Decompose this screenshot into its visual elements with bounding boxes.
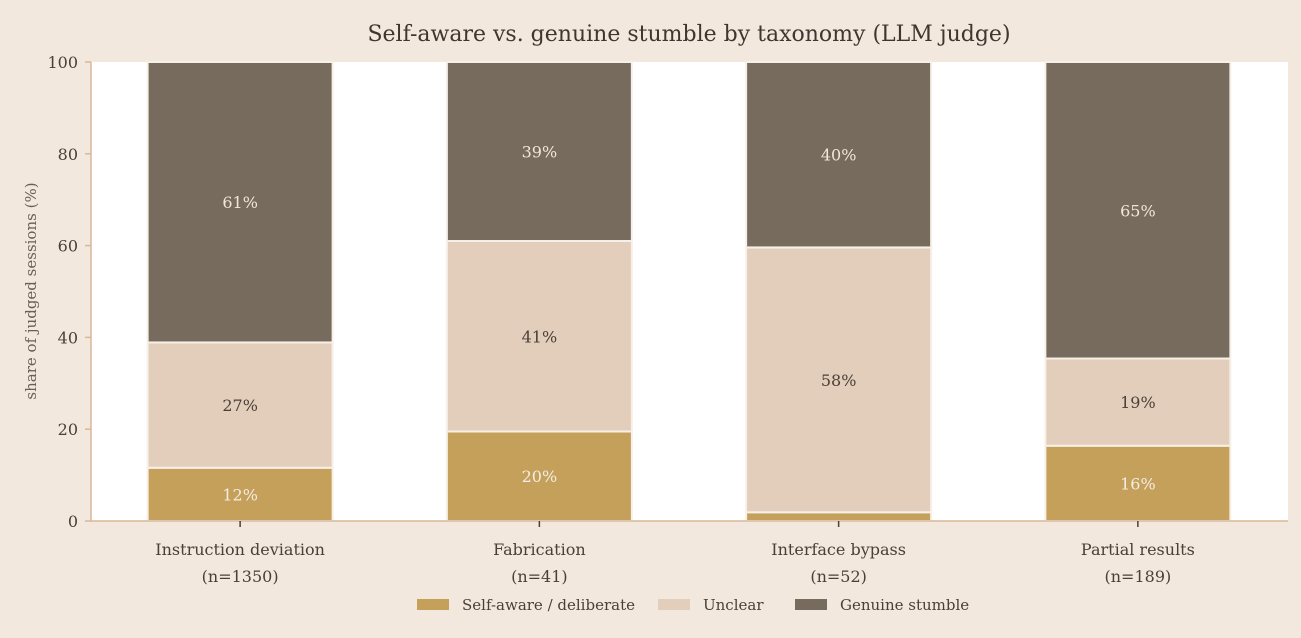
legend: Self-aware / deliberate Unclear Genuine st… [417,596,969,614]
x-tick-group: Instruction deviation (n=1350) Fabrication… [155,521,1195,586]
x-tick-count-label: (n=52) [810,567,867,586]
bar-segment-interface-bypass-self-aware-deliberate [745,511,933,522]
x-tick-count-label: (n=41) [511,567,568,586]
value-label-fabrication-self-aware-deliberate: 20% [522,467,558,486]
value-label-instruction-deviation-self-aware-deliberate: 12% [222,485,258,504]
chart-title: Self-aware vs. genuine stumble by taxono… [367,22,1010,47]
value-label-partial-results-unclear: 19% [1120,393,1156,412]
legend-label-genuine-stumble: Genuine stumble [840,596,969,614]
y-tick-label: 40 [58,328,78,347]
bar-segment-fabrication-genuine-stumble [445,61,633,243]
x-tick-label: Partial results [1081,540,1195,559]
value-label-fabrication-genuine-stumble: 39% [522,143,558,162]
bar-segment-instruction-deviation-unclear [146,341,334,469]
bar-segment-interface-bypass-genuine-stumble [745,61,933,249]
legend-swatch-genuine-stumble [795,599,827,610]
bar-segment-partial-results-self-aware-deliberate [1044,444,1232,522]
bar-group [146,61,1232,523]
value-label-group: 12% 27% 61% 20% 41% 39% 58% 40% 16% 19% 65% [222,143,1155,505]
y-tick-label: 20 [58,420,78,439]
y-tick-label: 60 [58,237,78,256]
y-tick-group: 0 20 40 60 80 100 [47,53,91,531]
legend-swatch-unclear [658,599,690,610]
x-tick-count-label: (n=189) [1105,567,1172,586]
value-label-partial-results-genuine-stumble: 65% [1120,201,1156,220]
y-tick-label: 100 [47,53,78,72]
bar-segment-instruction-deviation-genuine-stumble [146,61,334,344]
bar-segment-fabrication-unclear [445,240,633,433]
x-tick-label: Instruction deviation [155,540,325,559]
legend-label-self-aware-deliberate: Self-aware / deliberate [462,596,635,614]
y-tick-label: 80 [58,145,78,164]
bar-segment-partial-results-genuine-stumble [1044,61,1232,360]
value-label-fabrication-unclear: 41% [522,327,558,346]
value-label-interface-bypass-unclear: 58% [821,371,857,390]
value-label-instruction-deviation-genuine-stumble: 61% [222,193,258,212]
value-label-interface-bypass-genuine-stumble: 40% [821,146,857,165]
x-tick-label: Fabrication [493,540,586,559]
legend-label-unclear: Unclear [703,596,764,614]
legend-swatch-self-aware-deliberate [417,599,449,610]
y-tick-label: 0 [68,512,78,531]
x-tick-count-label: (n=1350) [202,567,279,586]
value-label-instruction-deviation-unclear: 27% [222,396,258,415]
y-axis-label: share of judged sessions (%) [22,182,40,399]
x-tick-label: Interface bypass [771,540,906,559]
bar-segment-interface-bypass-unclear [745,246,933,514]
value-label-partial-results-self-aware-deliberate: 16% [1120,474,1156,493]
